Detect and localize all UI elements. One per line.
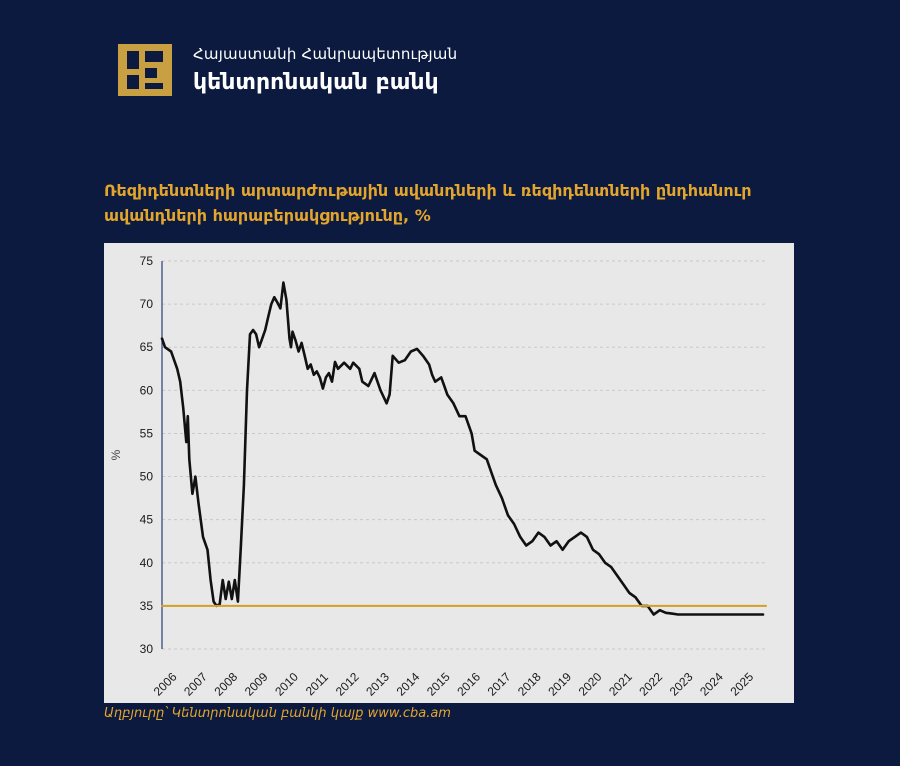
x-tick-label-2008: 2008: [211, 670, 240, 699]
cba-logo-icon: [118, 44, 172, 96]
y-tick-label-70: 70: [140, 297, 154, 311]
x-tick-label-2007: 2007: [181, 670, 210, 699]
source-note: Աղբյուրը՝ Կենտրոնական բանկի կայք www.cba…: [104, 706, 451, 721]
x-tick-label-2009: 2009: [242, 670, 271, 699]
x-tick-label-2014: 2014: [394, 670, 423, 699]
x-tick-label-2025: 2025: [727, 670, 756, 699]
y-tick-label-75: 75: [140, 254, 154, 268]
x-tick-label-2015: 2015: [424, 670, 453, 699]
chart-title: Ռեզիդենտների արտարժութային ավանդների և ռ…: [104, 178, 804, 228]
series-line-ratio: [160, 281, 765, 616]
x-tick-label-2024: 2024: [697, 670, 726, 699]
x-tick-label-2016: 2016: [454, 670, 483, 699]
chart-title-line1: Ռեզիդենտների արտարժութային ավանդների և ռ…: [104, 181, 752, 200]
org-name-line2: կենտրոնական բանկ: [193, 70, 439, 95]
y-tick-label-45: 45: [140, 513, 154, 527]
x-tick-label-2006: 2006: [151, 670, 180, 699]
x-tick-label-2011: 2011: [303, 670, 331, 698]
x-tick-label-2017: 2017: [485, 670, 514, 699]
y-tick-label-35: 35: [140, 599, 154, 613]
y-tick-label-30: 30: [140, 642, 154, 656]
x-tick-label-2012: 2012: [333, 670, 362, 699]
chart-title-line2: ավանդների հարաբերակցությունը, %: [104, 206, 431, 225]
y-tick-label-65: 65: [140, 340, 154, 354]
x-tick-label-2021: 2021: [606, 670, 635, 699]
x-tick-label-2019: 2019: [545, 670, 574, 699]
x-tick-label-2022: 2022: [636, 670, 665, 699]
x-tick-label-2018: 2018: [515, 670, 544, 699]
org-name-line1: Հայաստանի Հանրապետության: [193, 45, 458, 63]
x-tick-label-2023: 2023: [667, 670, 696, 699]
y-axis-title: %: [109, 449, 123, 460]
y-tick-label-60: 60: [140, 383, 154, 397]
x-tick-label-2020: 2020: [576, 670, 605, 699]
y-tick-label-40: 40: [140, 556, 154, 570]
y-tick-label-55: 55: [140, 426, 154, 440]
x-tick-label-2013: 2013: [363, 670, 392, 699]
chart-panel: 30 35 40 45 50 55 60 65 70 75% 2006 2007 2008 2009 201…: [104, 243, 794, 703]
x-tick-label-2010: 2010: [272, 670, 301, 699]
y-tick-label-50: 50: [140, 470, 154, 484]
